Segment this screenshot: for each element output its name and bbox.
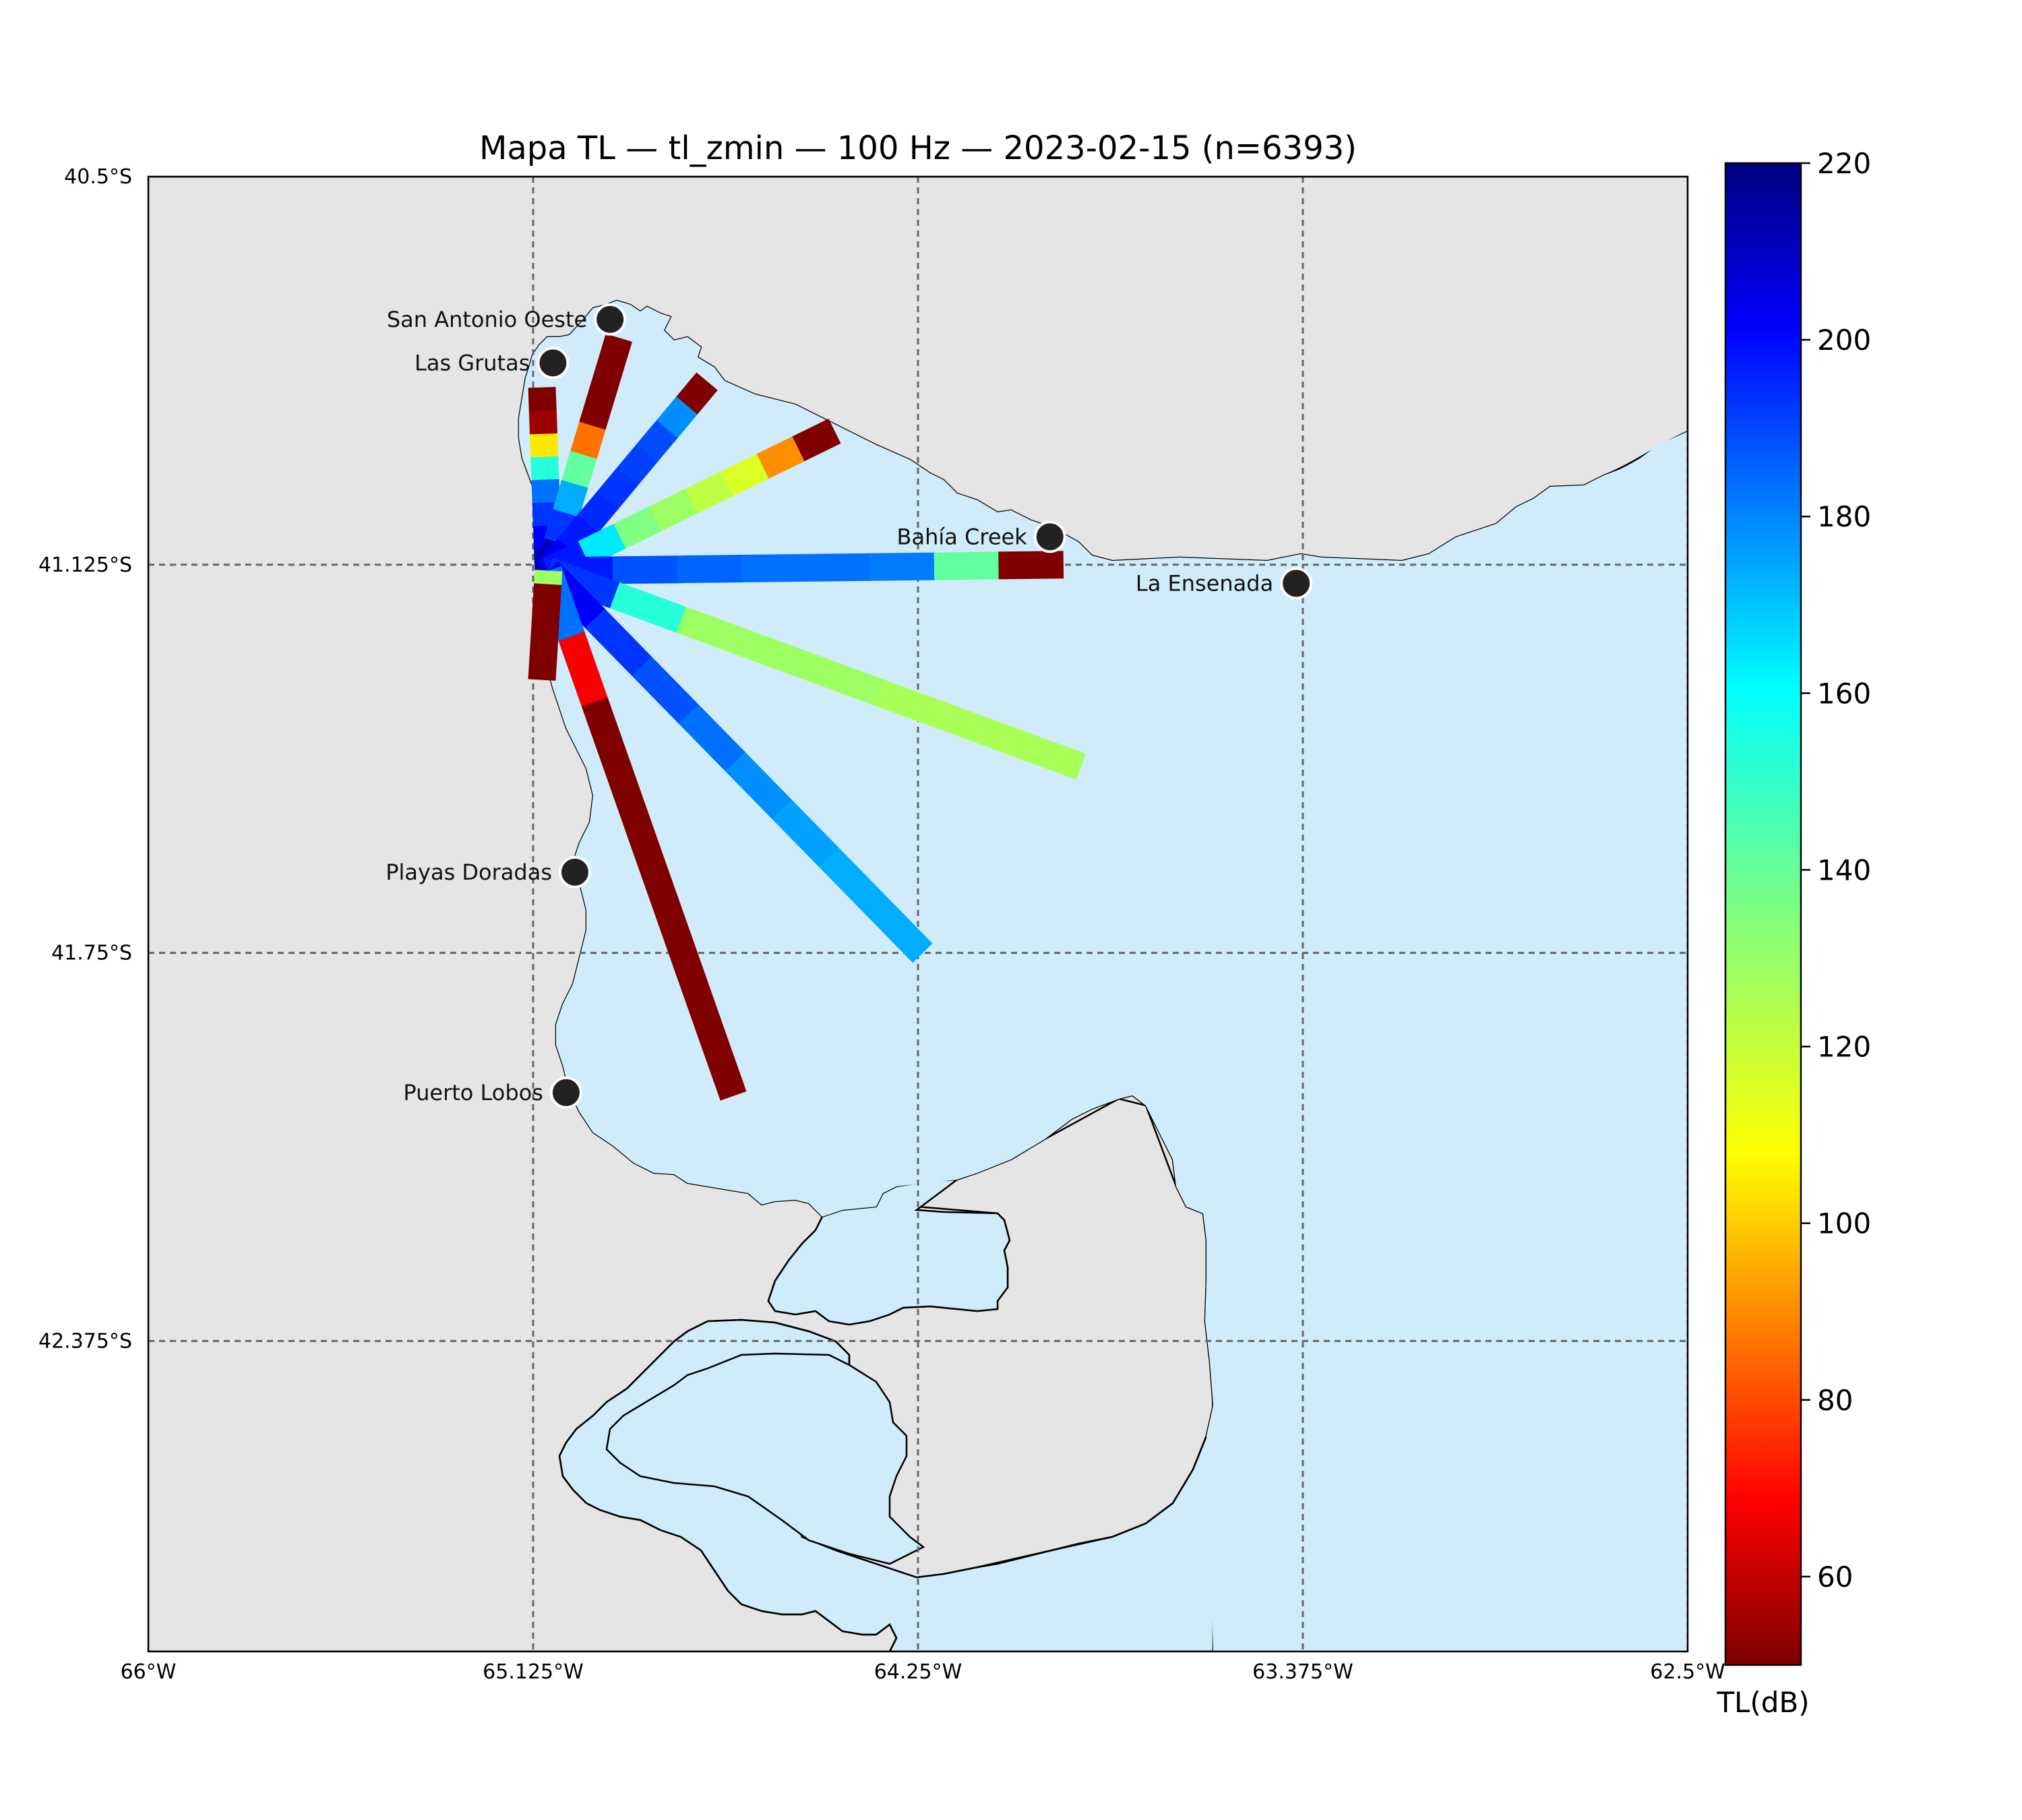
tl-segment xyxy=(532,583,562,600)
tl-radial xyxy=(538,561,933,963)
bay-lower xyxy=(605,1352,925,1565)
city-marker xyxy=(558,855,591,888)
city: Puerto Lobos xyxy=(403,1076,582,1109)
tl-radial xyxy=(543,557,1086,780)
tl-segment xyxy=(612,555,678,584)
colorbar-ticks: 60 80 100 120 140 160 180 200 220 xyxy=(1801,147,1871,1594)
city: Las Grutas xyxy=(415,346,570,380)
lat-tick-label: 40.5°S xyxy=(64,165,132,189)
colorbar-tick-label: 220 xyxy=(1817,147,1871,180)
tl-segment xyxy=(998,551,1064,580)
lat-tick-label: 42.375°S xyxy=(38,1329,132,1353)
tl-segment xyxy=(865,895,933,963)
axis-tick-labels: 66°W 65.125°W 64.25°W 63.375°W 62.5°W 40.5°S 4… xyxy=(38,165,1725,1684)
tl-segment xyxy=(531,610,560,627)
sea-east xyxy=(519,301,1688,1651)
colorbar-tick-label: 80 xyxy=(1817,1384,1853,1417)
tl-segment xyxy=(528,386,557,412)
tl-radials xyxy=(528,334,1086,1101)
map-frame xyxy=(147,175,1689,1653)
city-label: Puerto Lobos xyxy=(403,1080,543,1105)
colorbar-label: TL(dB) xyxy=(1716,1686,1809,1719)
tl-segment xyxy=(676,372,718,415)
tl-segment xyxy=(805,553,871,582)
colorbar: 60 80 100 120 140 160 180 200 220 TL(dB) xyxy=(1716,147,1871,1719)
colorbar-gradient xyxy=(1724,162,1802,1666)
tl-segment xyxy=(697,1025,747,1101)
city-marker xyxy=(1280,567,1313,600)
colorbar-tick-label: 100 xyxy=(1817,1207,1871,1240)
city-marker xyxy=(594,303,627,336)
colorbar-tick-label: 200 xyxy=(1817,324,1871,357)
colorbar-tick-label: 160 xyxy=(1817,677,1871,710)
city: Playas Doradas xyxy=(386,855,591,888)
tl-segment xyxy=(741,553,807,583)
tl-segment xyxy=(529,432,559,458)
city: Bahía Creek xyxy=(897,520,1066,553)
city-marker xyxy=(1033,520,1066,553)
map-title: Mapa TL — tl_zmin — 100 Hz — 2023-02-15 … xyxy=(479,129,1357,167)
lon-tick-label: 65.125°W xyxy=(483,1660,584,1684)
tl-segment xyxy=(532,597,561,613)
bay-upper xyxy=(767,1172,1011,1326)
lon-tick-label: 62.5°W xyxy=(1650,1660,1725,1684)
city-markers: San Antonio Oeste Las Grutas Bahía Creek La… xyxy=(386,303,1313,1109)
tl-segment xyxy=(676,554,742,584)
city-marker xyxy=(549,1076,582,1109)
city-label: Las Grutas xyxy=(415,350,530,375)
lon-tick-label: 63.375°W xyxy=(1252,1660,1353,1684)
city-label: Bahía Creek xyxy=(897,524,1028,549)
city-label: La Ensenada xyxy=(1136,570,1273,596)
lat-tick-label: 41.75°S xyxy=(51,942,132,965)
tl-segment xyxy=(1009,729,1086,780)
tl-radial xyxy=(528,570,563,681)
tl-segment xyxy=(530,624,559,640)
tl-segment xyxy=(531,478,560,504)
tl-segment xyxy=(528,665,557,681)
city: La Ensenada xyxy=(1136,567,1313,600)
tl-segment xyxy=(529,638,559,654)
tl-segment xyxy=(534,570,563,586)
tl-segment xyxy=(528,651,558,667)
city-marker xyxy=(537,346,570,380)
colorbar-tick-label: 60 xyxy=(1817,1560,1853,1594)
colorbar-tick-label: 140 xyxy=(1817,853,1871,886)
tl-radial xyxy=(548,551,1064,585)
tl-segment xyxy=(530,455,559,481)
colorbar-tick-label: 180 xyxy=(1817,500,1871,533)
city-label: San Antonio Oeste xyxy=(387,307,587,332)
lon-tick-label: 64.25°W xyxy=(874,1660,962,1684)
city-label: Playas Doradas xyxy=(386,859,552,885)
tl-segment xyxy=(933,551,1000,580)
lat-tick-label: 41.125°S xyxy=(38,553,132,577)
colorbar-tick-label: 120 xyxy=(1817,1031,1871,1064)
tl-segment xyxy=(869,552,936,581)
tl-segment xyxy=(528,409,558,435)
city: San Antonio Oeste xyxy=(387,303,627,336)
lon-tick-label: 66°W xyxy=(121,1660,177,1684)
tl-segment xyxy=(792,419,841,462)
